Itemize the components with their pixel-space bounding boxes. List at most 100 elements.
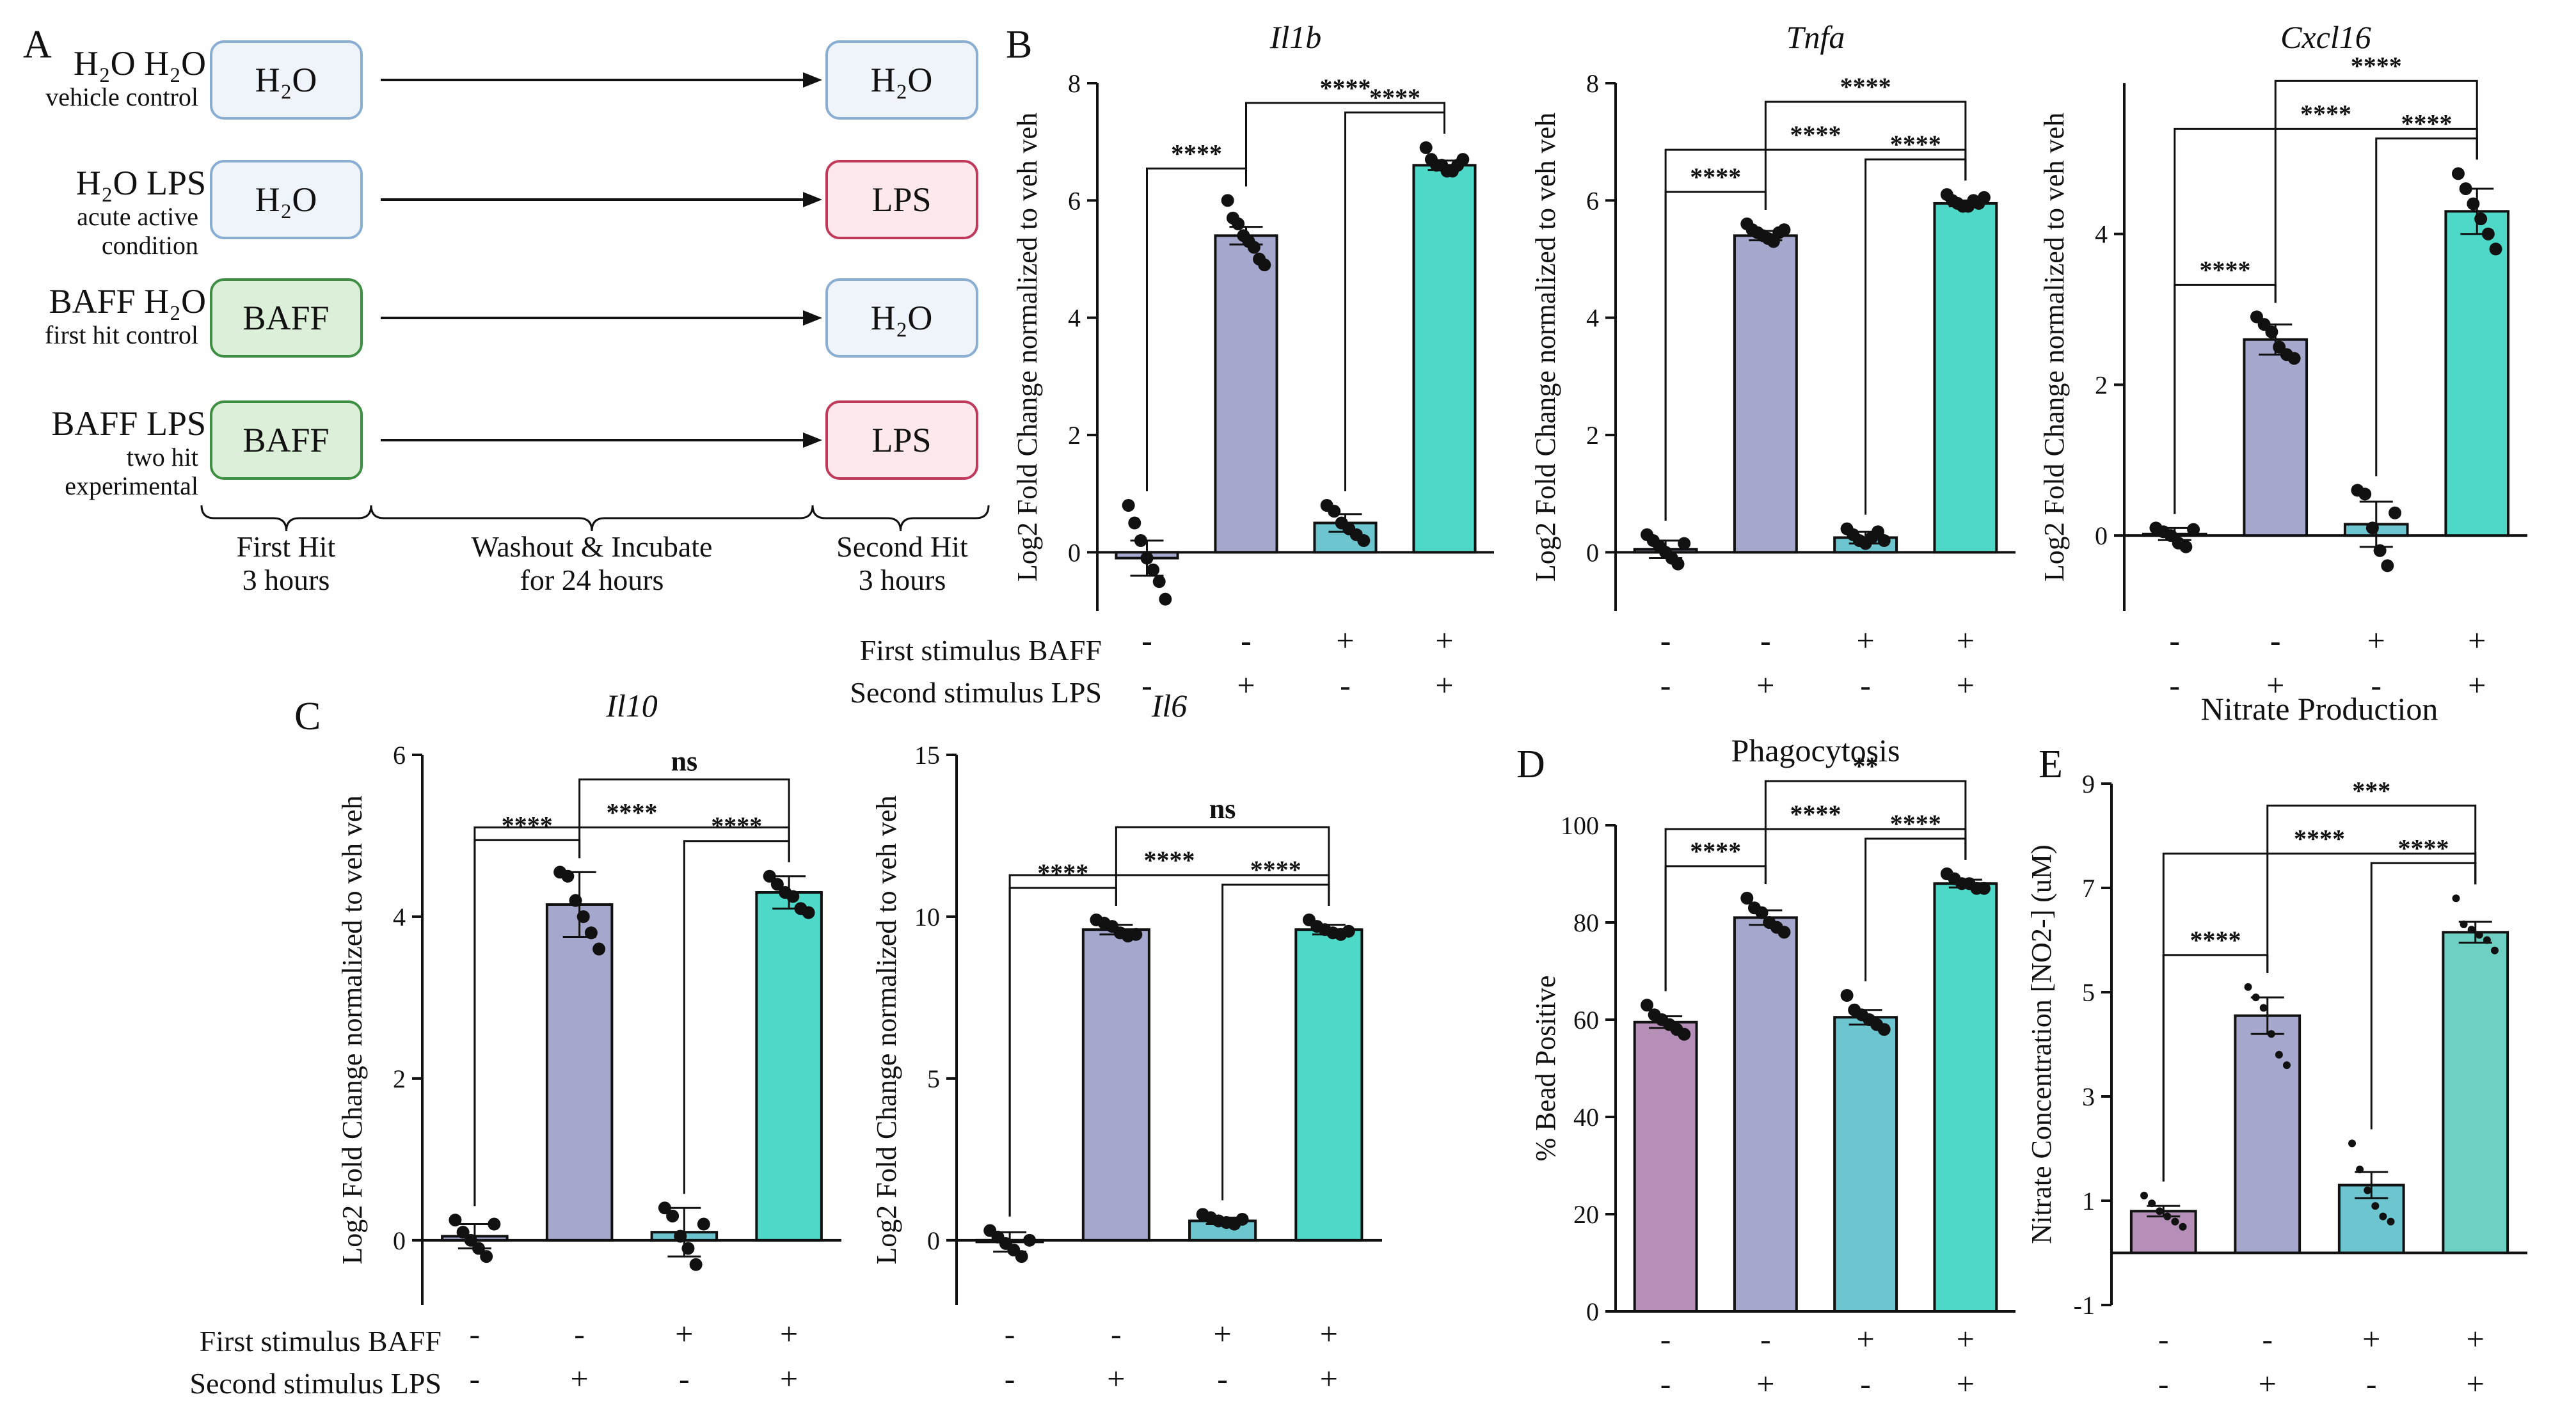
phase-duration: 3 hours [859,564,946,596]
bar [1733,234,1798,554]
bar [2234,1014,2302,1254]
significance-label: **** [1144,846,1195,874]
y-tick-label: 4 [393,903,406,931]
data-point [2244,983,2252,991]
significance-label: ns [671,745,698,777]
data-point [2140,1191,2149,1199]
y-tick-label: 20 [1573,1200,1599,1229]
data-point [1232,218,1245,230]
data-point [1641,999,1654,1012]
second-stimulus-sign: + [1957,667,1975,703]
second-stimulus-sign: + [571,1361,589,1396]
significance-label: **** [502,811,553,839]
condition-description: two hit [127,443,198,471]
significance-label: *** [2352,776,2390,805]
data-point [1678,1027,1691,1041]
data-point [1671,557,1685,571]
first-stimulus-sign: + [1857,1321,1875,1357]
first-stimulus-sign: + [2467,1321,2485,1357]
first-stimulus-sign: + [2362,1321,2380,1357]
significance-label: **** [1320,74,1371,102]
panel-d-letter: D [1516,743,1545,786]
chart-tnfa: Tnfa 0 2 4 6 8 Log2 Fold Change normalized to … [1530,19,2015,703]
first-stimulus-sign: + [1957,622,1975,658]
data-point [2387,1217,2395,1226]
data-point [1129,928,1143,941]
first-stimulus-sign: + [2367,622,2385,658]
significance-label: **** [1690,837,1741,866]
first-stimulus-label-bottom: First stimulus BAFF [200,1325,441,1357]
bar [1933,202,1998,554]
second-stimulus-sign: + [2467,1366,2485,1402]
y-tick-label: 2 [393,1064,406,1093]
second-hit-box [825,400,978,480]
second-stimulus-label-bottom: Second stimulus LPS [189,1367,441,1400]
significance-bracket [2162,852,2477,1182]
data-point [697,1217,710,1231]
bar [2444,210,2510,537]
significance-label: ns [1209,793,1236,825]
first-stimulus-sign: + [2468,622,2486,658]
data-point [2451,167,2465,180]
second-hit-box [825,278,978,358]
second-hit-label: LPS [871,180,931,219]
chart-title: Il10 [605,688,658,724]
data-point [2282,1061,2291,1070]
bar [1412,164,1477,554]
data-point [786,890,800,903]
significance-bracket [578,778,790,862]
second-stimulus-sign: - [2366,1366,2377,1402]
bar [755,891,823,1242]
second-hit-box [825,40,978,120]
data-point [1357,534,1371,547]
data-point [1258,258,1271,272]
significance-bracket [1008,874,1330,1217]
y-tick-label: 2 [1068,421,1081,450]
data-point [681,1242,695,1255]
bar [2442,931,2509,1254]
data-point [2358,487,2372,501]
second-stimulus-sign: - [1005,1361,1015,1396]
first-hit-label: BAFF [242,421,329,459]
condition-name: H₂O H₂O [74,44,206,83]
bar [1214,234,1278,554]
bar [1081,928,1150,1242]
second-hit-box [825,160,978,239]
first-stimulus-sign: - [1241,622,1252,658]
significance-label: **** [1250,855,1301,884]
second-stimulus-sign: - [1860,667,1871,703]
first-stimulus-sign: - [1660,1321,1671,1357]
data-point [2452,894,2460,903]
data-point [2389,506,2402,519]
y-tick-label: 60 [1573,1006,1599,1034]
significance-label: **** [1890,130,1941,159]
data-point [1236,1212,1249,1226]
bar [2129,1210,2197,1254]
condition-name: BAFF H₂O [49,282,206,320]
first-stimulus-sign: - [574,1316,585,1352]
data-point [763,869,776,883]
brace-icon [370,505,814,532]
brace-icon [811,505,990,532]
data-point [1740,892,1754,905]
chart-il6: Il6 0 5 10 15 Log2 Fold Change normalized to … [871,688,1382,1396]
y-tick-label: 7 [2082,874,2095,903]
data-point [480,1250,493,1263]
data-point [2252,993,2260,1002]
second-stimulus-sign: - [1660,1366,1671,1402]
chart-phago: Phagocytosis 0 20 40 60 80 100 % Bead Positive *… [1530,732,2015,1402]
y-tick-label: 4 [2095,220,2108,249]
chart-il10: Il10 0 2 4 6 Log2 Fold Change normalized to v… [337,688,841,1396]
y-tick-label: 6 [1586,186,1599,215]
arrow-head-icon [803,72,822,88]
condition-description: vehicle control [45,83,198,111]
first-stimulus-sign: + [1857,622,1875,658]
data-point [2171,1217,2179,1226]
data-point [2267,1030,2275,1038]
phase-label: Second Hit [836,530,968,563]
arrow-head-icon [803,432,822,448]
data-point [658,1201,671,1215]
